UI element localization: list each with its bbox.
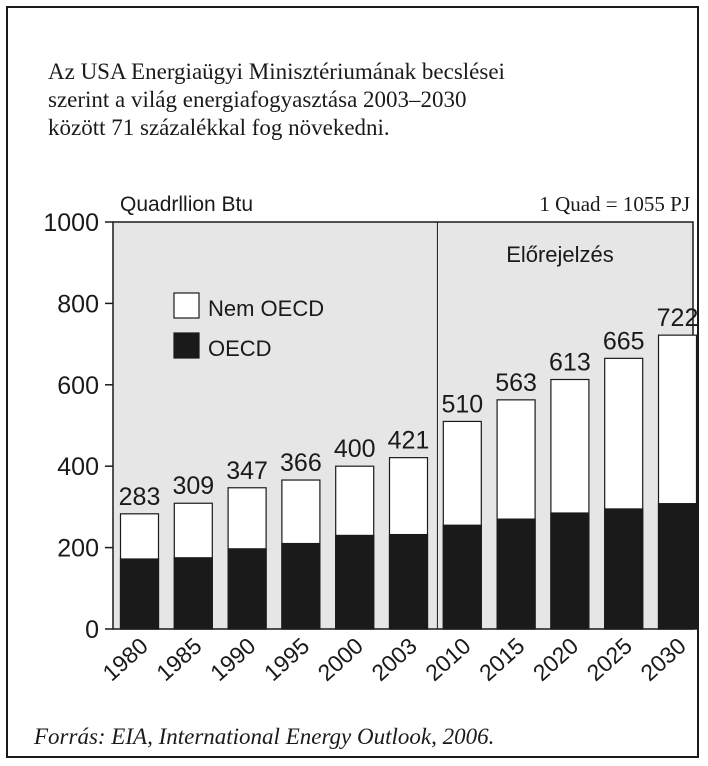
forecast-label: Előrejelzés (506, 242, 614, 267)
y-tick-label: 400 (57, 453, 99, 481)
bar-oecd (604, 508, 644, 630)
unit-note: 1 Quad = 1055 PJ (539, 192, 690, 216)
bar-oecd (119, 558, 160, 630)
bar-oecd (442, 524, 482, 630)
bar-total-label: 400 (334, 435, 376, 463)
x-tick-label: 2010 (420, 632, 475, 686)
intro-line: között 71 százalékkal fog növekedni. (48, 115, 390, 140)
x-tick-label: 2020 (528, 632, 583, 686)
bar-total-label: 510 (441, 390, 483, 418)
y-tick-label: 800 (57, 290, 99, 318)
y-tick-label: 200 (57, 535, 99, 563)
x-tick-label: 1985 (151, 632, 206, 686)
x-tick-label: 2030 (635, 632, 690, 686)
legend-label: OECD (208, 336, 272, 361)
bar-oecd (388, 533, 429, 630)
bar-total-label: 613 (549, 349, 591, 377)
bar-total-label: 347 (226, 457, 268, 485)
y-tick-label: 0 (85, 616, 99, 644)
x-tick-label: 1980 (97, 632, 152, 686)
x-tick-label: 2025 (582, 632, 637, 686)
bar-total-label: 722 (657, 304, 699, 332)
legend-label: Nem OECD (208, 296, 324, 321)
bar-oecd (335, 534, 375, 630)
x-tick-label: 1990 (205, 632, 260, 686)
bar-oecd (657, 503, 698, 630)
y-tick-label: 600 (57, 372, 99, 400)
legend-swatch (173, 292, 200, 319)
legend-swatch (173, 332, 200, 359)
x-tick-label: 2015 (474, 632, 529, 686)
y-tick-label: 1000 (43, 209, 99, 237)
bar-total-label: 309 (172, 472, 214, 500)
bar-oecd (550, 512, 590, 630)
y-axis-label: Quadrllion Btu (120, 193, 253, 216)
bar-total-label: 283 (119, 483, 161, 511)
bar-oecd (281, 542, 321, 630)
bar-total-label: 665 (603, 327, 645, 355)
source-note: Forrás: EIA, International Energy Outloo… (34, 724, 495, 749)
intro-line: Az USA Energiaügyi Minisztériumának becs… (48, 59, 505, 84)
x-tick-label: 2003 (366, 632, 421, 686)
bar-total-label: 421 (388, 427, 430, 455)
bar-oecd (227, 548, 267, 630)
x-tick-label: 1995 (259, 632, 314, 686)
intro-line: szerint a világ energiafogyasztása 2003–… (48, 87, 467, 112)
bar-oecd (496, 518, 536, 630)
bar-total-label: 366 (280, 449, 322, 477)
x-tick-label: 2000 (313, 632, 368, 686)
intro-text: Az USA Energiaügyi Minisztériumának becs… (48, 58, 648, 142)
bar-total-label: 563 (495, 369, 537, 397)
bar-oecd (173, 557, 213, 630)
